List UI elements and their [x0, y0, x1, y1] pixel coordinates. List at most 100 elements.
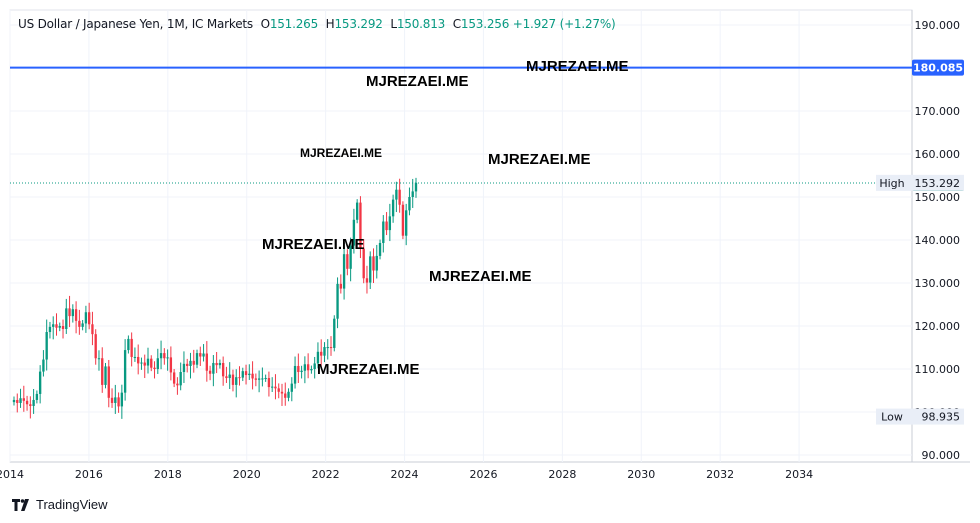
candle [163, 348, 166, 365]
candle [71, 304, 75, 323]
candle [104, 362, 107, 389]
candle [401, 201, 405, 240]
tradingview-label: TradingView [36, 497, 108, 512]
candle-body [179, 372, 182, 386]
candle [235, 369, 238, 398]
candle-body [280, 391, 284, 394]
candles [12, 177, 418, 419]
time-axis[interactable]: 2014 2016 2018 2020 2022 2024 2026 2028 2030 2032… [0, 468, 813, 481]
candle [411, 178, 414, 208]
watermark: MJREZAEI.ME [366, 73, 469, 90]
candle [293, 356, 297, 389]
candle-body [22, 398, 25, 401]
candle-body [176, 383, 179, 386]
candle-body [12, 399, 16, 403]
candle-body [65, 308, 68, 330]
x-tick-label: 2028 [548, 468, 576, 481]
candle-body [300, 370, 303, 373]
candle [254, 373, 258, 387]
candle [25, 395, 29, 411]
candle-body [35, 393, 39, 400]
y-tick-label: 130.000 [915, 277, 961, 290]
candle [231, 369, 235, 392]
candle [48, 321, 52, 339]
x-tick-label: 2020 [233, 468, 261, 481]
candle-body [313, 363, 316, 369]
candle [65, 298, 68, 334]
low-marker-label: Low [881, 411, 903, 424]
x-tick-label: 2034 [785, 468, 813, 481]
symbol-legend: US Dollar / Japanese Yen, 1M, IC Markets… [18, 17, 616, 31]
candle-body [169, 357, 173, 373]
candle-body [306, 364, 310, 371]
candle [58, 322, 61, 332]
candle-body [130, 338, 133, 357]
price-axis[interactable]: 90.000100.000110.000120.000130.000140.00… [915, 19, 961, 462]
candle [117, 392, 120, 413]
candle-body [385, 221, 388, 231]
candle [130, 332, 133, 367]
candle [398, 178, 401, 213]
candle-body [32, 399, 35, 406]
low-value: 150.813 [396, 17, 446, 31]
candle [81, 319, 84, 331]
candle-body [339, 283, 342, 289]
candle-body [355, 202, 359, 220]
candle [244, 364, 248, 385]
candle [97, 350, 101, 371]
candle-body [398, 189, 401, 205]
candle [225, 366, 228, 383]
candle [120, 384, 124, 419]
candle [365, 265, 369, 294]
candle-body [199, 353, 202, 357]
close-label: C [452, 17, 461, 31]
x-tick-label: 2026 [469, 468, 497, 481]
watermark: MJREZAEI.ME [300, 146, 383, 160]
candle [284, 382, 287, 406]
candle-body [55, 324, 58, 328]
low-marker-value: 98.935 [922, 411, 961, 424]
candle-body [189, 360, 192, 366]
candle-body [221, 362, 225, 377]
candle-body [382, 221, 385, 244]
candle [382, 215, 385, 253]
candle [414, 177, 418, 198]
y-tick-label: 190.000 [915, 19, 961, 32]
candle-body [117, 397, 120, 407]
candle [205, 341, 208, 382]
candle [159, 340, 163, 370]
candle [143, 354, 146, 379]
candle-body [68, 308, 71, 317]
candle-body [391, 199, 395, 217]
candle [140, 357, 143, 370]
candle-body [123, 350, 127, 393]
candle [169, 346, 173, 381]
candle [166, 349, 169, 371]
candle-body [346, 254, 349, 269]
candle [342, 241, 346, 300]
y-tick-label: 150.000 [915, 191, 961, 204]
x-tick-label: 2018 [154, 468, 182, 481]
x-tick-label: 2016 [75, 468, 103, 481]
candle [408, 187, 411, 216]
candle [38, 365, 42, 404]
candle-body [114, 397, 117, 403]
candle [372, 248, 375, 283]
candle-body [195, 353, 199, 365]
candle-body [16, 399, 19, 403]
candle-body [94, 334, 97, 359]
candle-body [267, 378, 271, 388]
watermark: MJREZAEI.ME [429, 268, 532, 285]
high-marker-value: 153.292 [915, 177, 961, 190]
candle [323, 342, 326, 363]
change-value: +1.927 (+1.27%) [512, 17, 616, 31]
candle-body [150, 358, 153, 368]
candle [329, 336, 333, 356]
candle [355, 199, 359, 224]
tradingview-brand[interactable]: TradingView [12, 497, 108, 512]
candle-body [238, 377, 241, 379]
watermark: MJREZAEI.ME [526, 58, 629, 75]
candle-body [120, 392, 124, 407]
